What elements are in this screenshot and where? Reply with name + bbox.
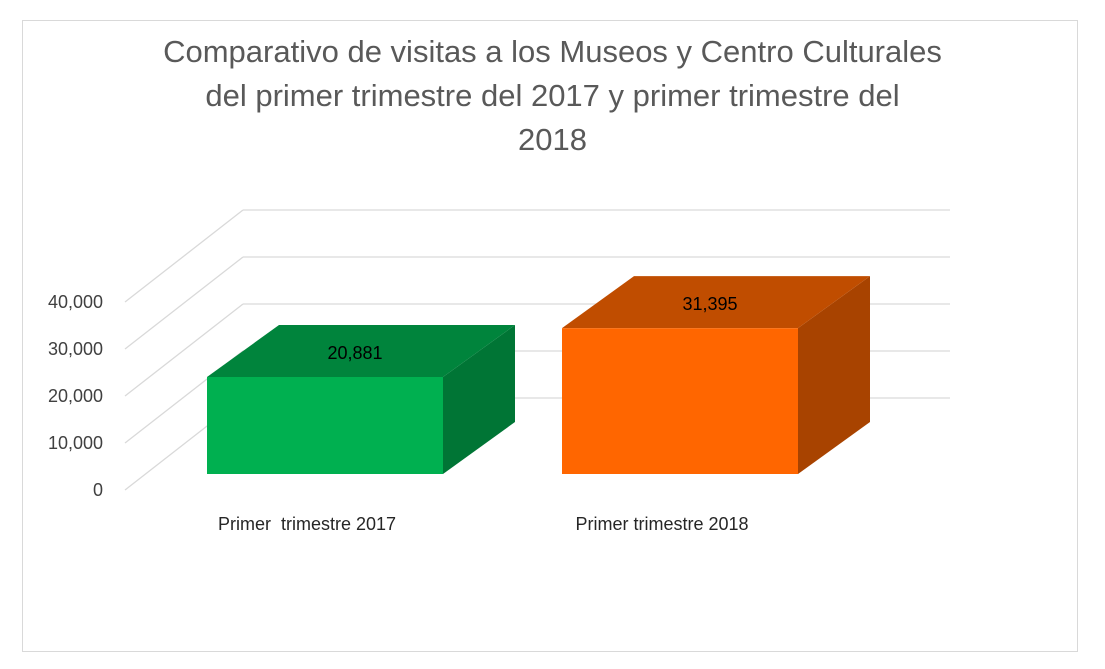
- chart-title-line-1: Comparativo de visitas a los Museos y Ce…: [163, 34, 942, 69]
- bar-side: [798, 276, 870, 474]
- data-label: 31,395: [682, 294, 737, 314]
- chart-frame: [22, 20, 1078, 652]
- data-labels: 20,881 31,395: [327, 294, 737, 363]
- gridline-diagonal: [124, 303, 244, 397]
- bar-top: [207, 325, 515, 377]
- category-label: Primer trimestre 2017: [218, 514, 396, 534]
- gridline-diagonal: [124, 256, 244, 350]
- y-tick-label: 0: [93, 480, 103, 500]
- y-axis-tick-labels: 0 10,000 20,000 30,000 40,000: [48, 292, 103, 500]
- y-tick-label: 20,000: [48, 386, 103, 406]
- bar: [207, 377, 443, 474]
- bars: [207, 276, 870, 474]
- bar-top: [562, 276, 870, 329]
- chart-title-line-3: 2018: [518, 122, 587, 157]
- y-tick-label: 10,000: [48, 433, 103, 453]
- y-tick-label: 30,000: [48, 339, 103, 359]
- chart-title: Comparativo de visitas a los Museos y Ce…: [0, 30, 1105, 162]
- category-label: Primer trimestre 2018: [575, 514, 748, 534]
- category-labels: Primer trimestre 2017 Primer trimestre 20…: [218, 514, 749, 534]
- chart-title-line-2: del primer trimestre del 2017 y primer t…: [205, 78, 900, 113]
- data-label: 20,881: [327, 343, 382, 363]
- bar-side: [443, 325, 515, 474]
- y-tick-label: 40,000: [48, 292, 103, 312]
- gridline-diagonal: [124, 209, 244, 303]
- bar: [562, 328, 798, 474]
